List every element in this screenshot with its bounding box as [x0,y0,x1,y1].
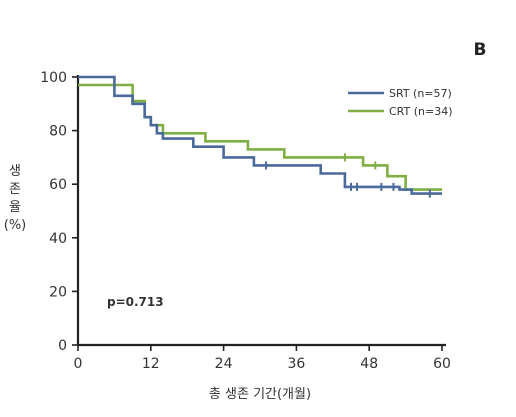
panel-label: B [474,40,487,60]
series-layer [78,75,442,198]
y-tick-label: 20 [49,284,67,300]
legend: SRT (n=57) CRT (n=34) [348,87,453,118]
y-axis-title: 생 존 율 (%) [4,164,27,233]
y-axis-title-line: 생 [9,164,21,179]
x-tick-label: 48 [360,356,378,372]
survival-curve-line [78,75,442,195]
x-axis-title: 총 생존 기간(개월) [209,387,311,402]
y-axis-title-line: 율 [9,200,21,215]
y-tick-label: 80 [49,124,67,140]
legend-item: CRT (n=34) [348,105,453,118]
legend-label: CRT (n=34) [389,105,453,118]
axes [76,75,446,347]
x-tick-label: 12 [142,356,160,372]
y-axis-title-line: 존 [9,182,21,197]
legend-item: SRT (n=57) [348,87,452,100]
y-tick-label: 0 [58,338,67,354]
y-tick-label: 100 [40,70,67,86]
y-axis-title-line: (%) [4,218,27,233]
x-tick-label: 60 [433,356,451,372]
axis-ticks: 0 20 40 60 80 100 0 12 24 36 48 60 [40,70,451,372]
legend-label: SRT (n=57) [389,87,452,100]
p-value-annotation: p=0.713 [107,295,164,309]
x-tick-label: 36 [287,356,305,372]
series-srt [78,75,442,198]
x-tick-label: 0 [74,356,83,372]
y-tick-label: 40 [49,231,67,247]
x-tick-label: 24 [215,356,233,372]
y-tick-label: 60 [49,177,67,193]
